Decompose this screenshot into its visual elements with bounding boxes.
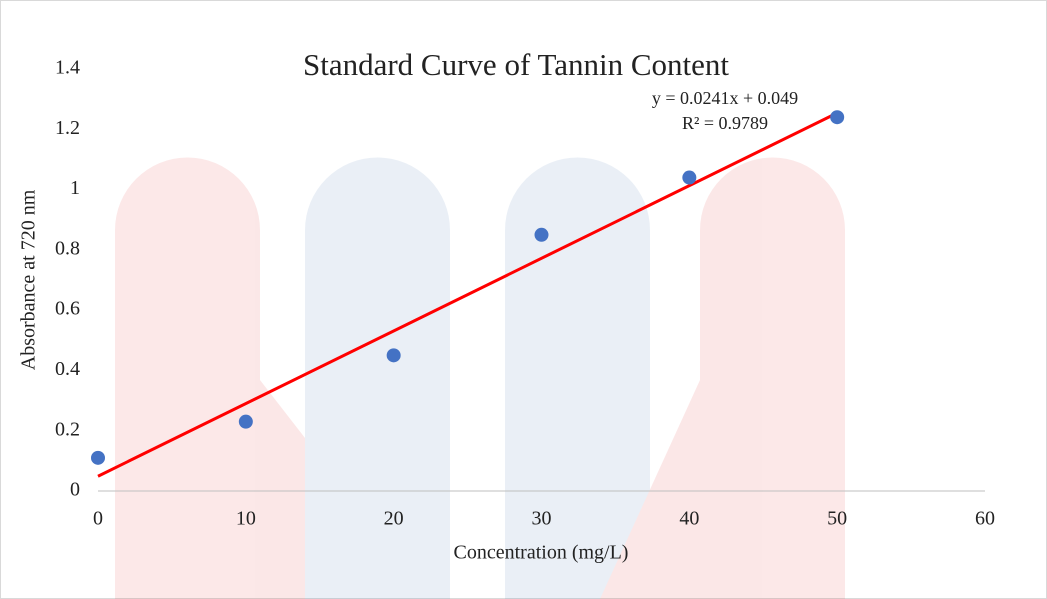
- y-axis-title: Absorbance at 720 nm: [18, 189, 40, 370]
- y-tick-label: 1.2: [55, 117, 80, 139]
- x-tick-label: 40: [679, 508, 699, 530]
- x-tick-label: 10: [236, 508, 256, 530]
- y-tick-label: 1.4: [55, 57, 80, 79]
- x-tick-label: 20: [384, 508, 404, 530]
- data-point: [682, 171, 696, 185]
- y-tick-label: 1: [70, 177, 80, 199]
- x-axis-title: Concentration (mg/L): [454, 542, 629, 564]
- trendline-equation: y = 0.0241x + 0.049: [652, 88, 798, 108]
- y-tick-label: 0.8: [55, 237, 80, 259]
- data-point: [239, 415, 253, 429]
- r-squared: R² = 0.9789: [682, 113, 768, 133]
- data-point: [535, 228, 549, 242]
- y-tick-label: 0.6: [55, 298, 80, 320]
- data-point: [387, 348, 401, 362]
- x-tick-label: 50: [827, 508, 847, 530]
- y-tick-label: 0.2: [55, 418, 80, 440]
- x-tick-label: 0: [93, 508, 103, 530]
- data-point: [91, 451, 105, 465]
- x-tick-label: 30: [532, 508, 552, 530]
- chart-title: Standard Curve of Tannin Content: [303, 47, 729, 82]
- x-tick-label: 60: [975, 508, 995, 530]
- data-point: [830, 110, 844, 124]
- chart: Standard Curve of Tannin Content Concent…: [0, 0, 1047, 599]
- y-tick-label: 0.4: [55, 358, 80, 380]
- y-tick-label: 0: [70, 479, 80, 501]
